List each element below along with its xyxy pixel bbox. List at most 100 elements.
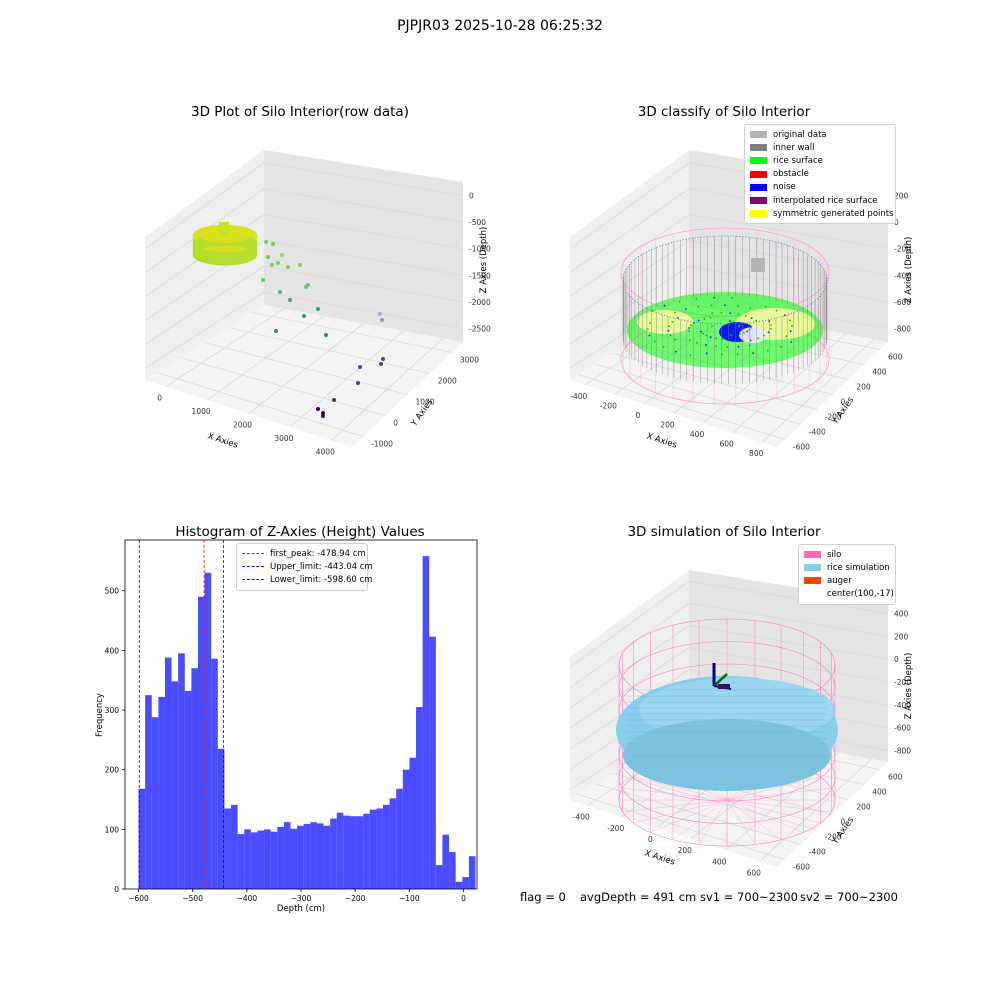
- surface-point: [646, 328, 649, 331]
- surface-point: [748, 344, 751, 347]
- surface-point: [726, 346, 729, 348]
- silo-floor-spoke: [726, 799, 782, 840]
- grid-line: [228, 327, 430, 374]
- legend-label: Upper_limit: -443.04 cm: [270, 561, 373, 572]
- y-tick-label: -400: [809, 428, 826, 437]
- surface-point: [737, 305, 740, 307]
- wall-top-rim: [622, 235, 828, 325]
- x-tick-label: −300: [291, 894, 312, 903]
- y-tick-label: 0: [393, 419, 398, 428]
- x-tick-label: 200: [660, 421, 675, 430]
- grid-line: [263, 162, 464, 196]
- grid-line: [252, 312, 452, 353]
- surface-point: [689, 354, 692, 357]
- surface-point: [757, 337, 760, 340]
- silo-floor-spoke: [726, 799, 832, 813]
- x-tick-label: 0: [157, 394, 162, 403]
- histogram-bar: [402, 769, 410, 889]
- histogram-chart: −600 −500 −400 −300 −200 −100 0 0 100 200 300 400 5…: [95, 539, 478, 914]
- z-tick-label: -800: [894, 325, 911, 334]
- classify-3d-scene: [620, 227, 830, 405]
- surface-point: [768, 320, 771, 323]
- classify-xlabel: X Axies: [645, 431, 678, 450]
- data-point: [379, 362, 383, 366]
- silo-floor-spoke: [726, 799, 804, 833]
- surface-point: [729, 320, 731, 323]
- figure-title: PJPJR03 2025-10-28 06:25:32: [397, 18, 603, 34]
- surface-point: [668, 325, 670, 328]
- legend-label: auger: [827, 575, 852, 586]
- z-tick-label: 200: [894, 191, 909, 200]
- histogram-bar: [184, 690, 192, 889]
- surface-point: [737, 323, 740, 326]
- data-point: [298, 263, 302, 267]
- y-tick-label: 400: [872, 788, 887, 797]
- histogram-bar: [171, 681, 179, 889]
- x-tick-label: 600: [719, 440, 734, 449]
- simulation-3d-scene: [616, 618, 838, 847]
- legend-swatch: [804, 591, 821, 598]
- raw-3d-points: [192, 222, 385, 418]
- data-point: [264, 240, 268, 244]
- y-tick-label: 300: [105, 706, 120, 715]
- surface-point: [748, 328, 751, 331]
- x-tick-label: −100: [399, 894, 420, 903]
- histogram-bar: [277, 826, 284, 889]
- surface-point: [742, 331, 745, 334]
- surface-point: [736, 353, 739, 356]
- y-tick-label: 200: [105, 766, 120, 775]
- surface-point: [785, 335, 788, 338]
- histogram-bar: [330, 818, 337, 889]
- z-tick-label: 400: [894, 609, 909, 618]
- y-tick-label: 3000: [460, 356, 479, 365]
- surface-point: [752, 352, 755, 355]
- surface-point: [732, 321, 735, 323]
- histogram-bar: [455, 881, 463, 889]
- z-tick-label: 0: [894, 218, 899, 227]
- legend-swatch: [750, 210, 767, 218]
- histogram-bar: [224, 808, 232, 889]
- grid-line: [688, 647, 889, 683]
- avg-depth-text: avgDepth = 491 cm: [580, 890, 697, 904]
- rice-simulation-bottom: [623, 719, 831, 791]
- data-point: [316, 307, 320, 311]
- surface-point: [791, 324, 793, 327]
- surface-point: [648, 334, 651, 337]
- sv2-text: sv2 = 700~2300: [800, 890, 898, 904]
- surface-point: [764, 305, 767, 308]
- histogram-bar: [310, 822, 317, 889]
- legend-swatch: [804, 577, 821, 585]
- silo-floor-spoke: [622, 799, 728, 813]
- grid-line: [688, 602, 889, 637]
- histogram-ylabel: Frequency: [95, 693, 105, 737]
- y-tick-label: 500: [105, 587, 120, 596]
- x-tick-label: 0: [461, 894, 466, 903]
- surface-point: [684, 308, 687, 311]
- classify-3d-ticks: -400-2000200400600800-600-400-2000200400…: [570, 191, 911, 458]
- silo-floor-spoke: [622, 787, 728, 801]
- z-tick-label: -1000: [469, 245, 491, 254]
- histogram-bar: [369, 809, 377, 889]
- surface-point: [667, 329, 670, 332]
- surface-point: [749, 307, 752, 309]
- surface-point: [730, 334, 732, 337]
- surface-point: [674, 338, 677, 341]
- simulation-zlabel: Z Axies (Depth): [904, 653, 914, 720]
- grid-line: [595, 783, 801, 845]
- z-tick-label: -600: [894, 724, 911, 733]
- histogram-bar: [349, 816, 357, 889]
- legend-label: noise: [773, 182, 796, 193]
- y-tick-label: 400: [105, 646, 120, 655]
- histogram-bar: [138, 788, 146, 889]
- histogram-bar: [250, 832, 258, 889]
- legend-swatch: [804, 564, 821, 572]
- classify-plot-title: 3D classify of Silo Interior: [637, 104, 811, 120]
- surface-point: [674, 311, 676, 314]
- silo-center-peak: [219, 222, 229, 236]
- legend-entry: Upper_limit: -443.04 cm: [242, 560, 373, 573]
- grid-line: [688, 214, 889, 250]
- surface-point: [720, 311, 723, 314]
- histogram-bar: [462, 877, 469, 889]
- y-tick-label: 600: [888, 773, 903, 782]
- z-tick-label: -600: [894, 298, 911, 307]
